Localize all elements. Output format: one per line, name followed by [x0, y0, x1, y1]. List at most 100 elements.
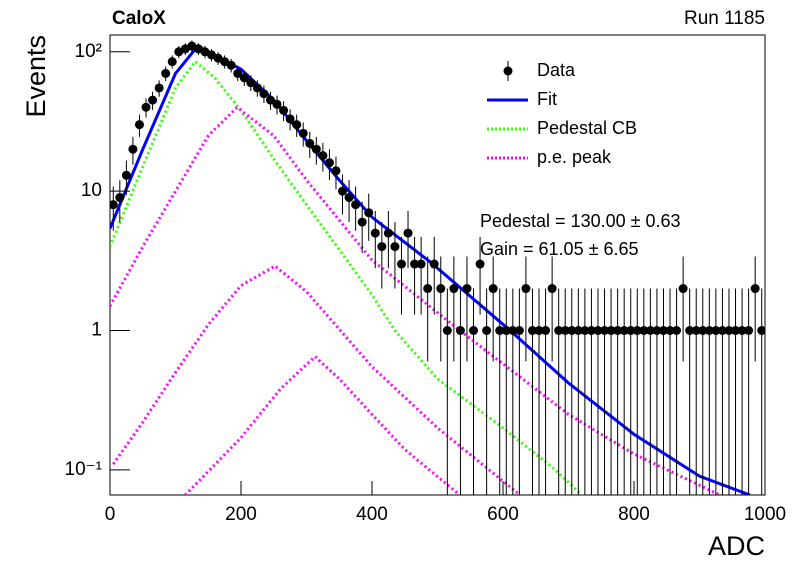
x-tick-label: 1000 [744, 504, 786, 525]
data-point [279, 105, 289, 115]
data-point [128, 144, 138, 154]
data-point [370, 228, 380, 238]
data-point [547, 284, 557, 294]
data-point [750, 284, 760, 294]
data-point [586, 326, 596, 336]
legend-label: Fit [537, 89, 557, 109]
data-point [141, 102, 151, 112]
data-point [554, 326, 564, 336]
data-point [344, 193, 354, 203]
data-point [259, 89, 269, 99]
data-point [488, 284, 498, 294]
x-tick-label: 600 [487, 504, 519, 525]
data-point [331, 166, 341, 176]
data-point [717, 326, 727, 336]
data-point [233, 68, 243, 78]
data-point [220, 57, 230, 67]
data-point [619, 326, 629, 336]
x-tick-label: 200 [225, 504, 257, 525]
data-point [377, 242, 387, 252]
data-point [226, 60, 236, 70]
data-point [475, 259, 485, 269]
annotation: Pedestal = 130.00 ± 0.63 [480, 211, 681, 231]
data-point [423, 284, 433, 294]
y-tick-label: 10 [81, 180, 102, 201]
data-point [154, 83, 164, 93]
data-point [541, 326, 551, 336]
data-point [429, 259, 439, 269]
data-point [110, 200, 118, 210]
data-point [711, 326, 721, 336]
data-point [357, 217, 367, 227]
data-point [724, 326, 734, 336]
data-point [252, 83, 262, 93]
legend: Data Fit Pedestal CB p.e. peak [487, 60, 637, 167]
data-point [121, 170, 131, 180]
data-point [632, 326, 642, 336]
legend-label: p.e. peak [537, 147, 612, 167]
data-point [161, 68, 171, 78]
fit-curve [184, 354, 461, 495]
plot-frame [109, 34, 766, 496]
data-point [324, 158, 334, 168]
fit-curve [110, 44, 751, 495]
data-point [501, 326, 511, 336]
y-tick-label: 10² [75, 41, 102, 62]
axes: 0 200 400 600 800 1000 10⁻¹ 1 10 10² [65, 41, 787, 525]
data-point [567, 326, 577, 336]
data-point [292, 120, 302, 130]
data-point [527, 326, 537, 336]
data-point [134, 120, 144, 130]
x-tick-label: 800 [618, 504, 650, 525]
data-point [239, 73, 249, 83]
data-point [403, 228, 413, 238]
data-point [390, 242, 400, 252]
chart-title: CaloX [112, 8, 166, 29]
data-point [744, 326, 754, 336]
y-axis-title: Events [21, 35, 51, 118]
data-point [351, 200, 361, 210]
data-point [573, 326, 583, 336]
x-tick-label: 0 [105, 504, 116, 525]
run-label: Run 1185 [684, 8, 765, 29]
data-point [678, 284, 688, 294]
data-point [672, 326, 682, 336]
data-point [613, 326, 623, 336]
data-point [338, 186, 348, 196]
data-point [698, 326, 708, 336]
data-point [305, 138, 315, 148]
data-point [665, 326, 675, 336]
data-point [455, 326, 465, 336]
data-point [246, 78, 256, 88]
data-point [396, 259, 406, 269]
data-point [600, 326, 610, 336]
data-point [645, 326, 655, 336]
data-point [383, 228, 393, 238]
fit-curve [110, 59, 583, 495]
plot-area [110, 40, 765, 495]
data-point [442, 326, 452, 336]
y-tick-label: 1 [91, 320, 102, 341]
data-point [737, 326, 747, 336]
data-point [704, 326, 714, 336]
y-tick-label: 10⁻¹ [65, 459, 103, 480]
data-point [652, 326, 662, 336]
data-point [416, 259, 426, 269]
data-point [364, 208, 374, 218]
data-point [639, 326, 649, 336]
annotation: Gain = 61.05 ± 6.65 [480, 239, 639, 259]
data-point [560, 326, 570, 336]
legend-label: Pedestal CB [537, 118, 637, 138]
data-point [626, 326, 636, 336]
data-point [115, 193, 125, 203]
data-point [311, 144, 321, 154]
data-point [272, 99, 282, 109]
data-point [685, 326, 695, 336]
data-point [436, 284, 446, 294]
fit-curve [110, 105, 721, 495]
data-point [265, 95, 275, 105]
data-point [482, 326, 492, 336]
data-point [534, 326, 544, 336]
data-point [469, 326, 479, 336]
data-point [285, 114, 295, 124]
